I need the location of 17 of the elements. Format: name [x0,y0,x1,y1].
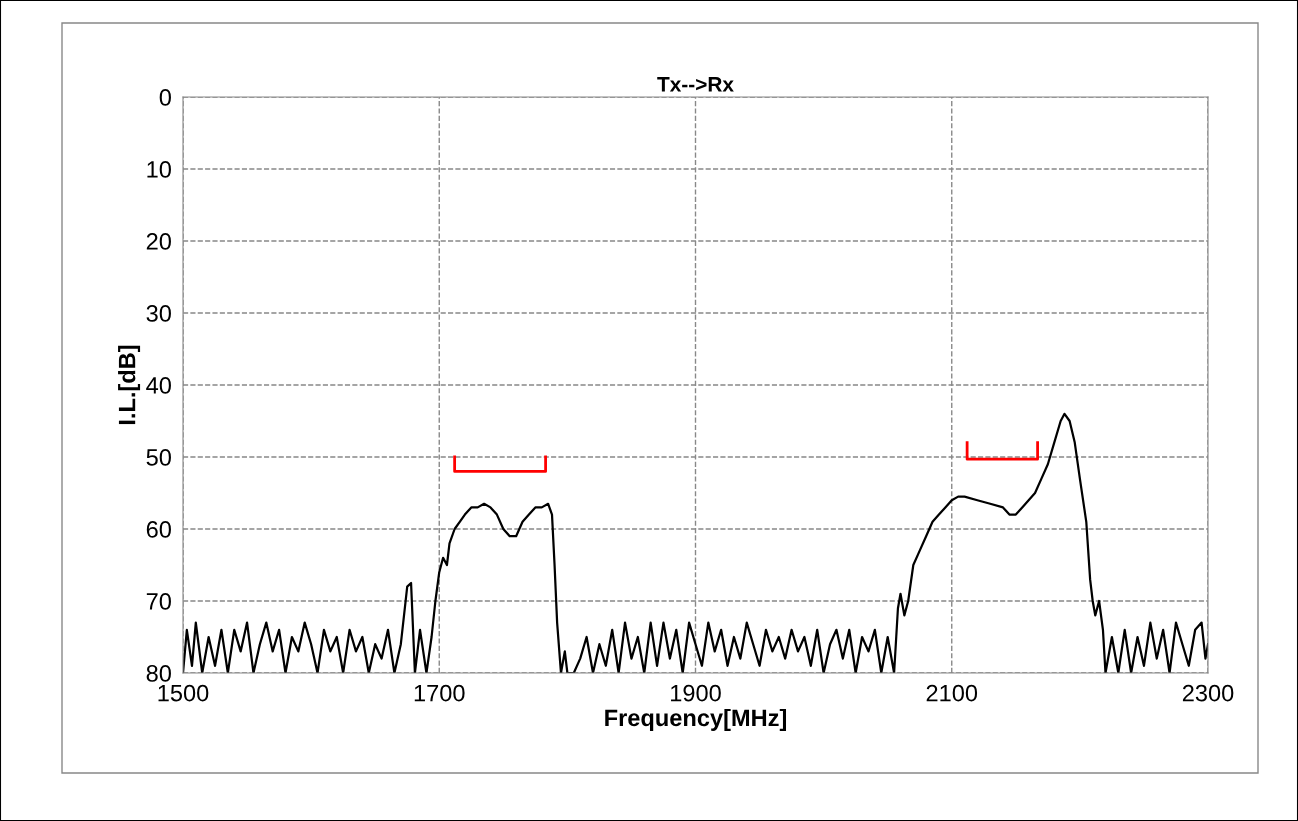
chart-title: Tx-->Rx [657,77,734,92]
x-tick-label: 2300 [1182,684,1234,702]
y-tick-label: 60 [146,521,171,538]
y-tick-label: 10 [147,161,171,178]
x-tick-label: 1500 [158,684,209,702]
y-tick-label: 70 [146,593,171,610]
y-tick-label: 20 [146,233,171,250]
x-axis-title: Frequency[MHz] [605,708,787,731]
y-tick-label: 80 [146,665,171,682]
y-tick-label: 0 [159,89,171,106]
x-tick-label: 1900 [671,684,721,702]
y-axis-title: I.L.[dB] [118,345,141,425]
y-tick-label: 50 [146,449,171,466]
x-tick-label: 2100 [926,684,978,702]
x-tick-label: 1700 [414,684,465,702]
y-tick-label: 40 [146,377,171,394]
y-tick-label: 30 [146,305,171,322]
